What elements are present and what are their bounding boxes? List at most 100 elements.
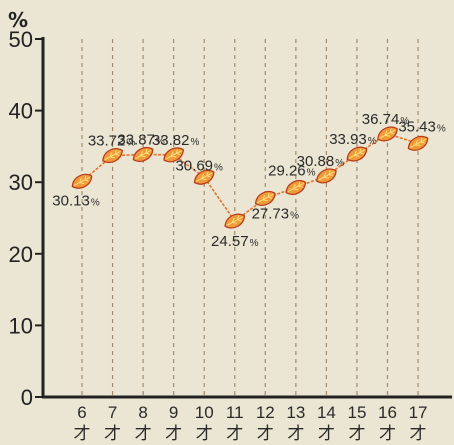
data-label: 33.87% (117, 131, 165, 148)
data-labels: 30.13%33.72%33.87%33.82%30.69%24.57%27.7… (52, 111, 446, 250)
x-tick-number: 10 (195, 403, 214, 422)
leaf-marker-vein (104, 149, 121, 161)
x-tick-label: 15 才 (347, 403, 366, 443)
x-tick-label: 14 才 (317, 403, 336, 443)
data-point (102, 148, 123, 164)
leaf-marker-vein (348, 148, 366, 159)
data-label-value: 33.82 (152, 132, 190, 149)
y-tick-label: 50 (9, 27, 33, 52)
x-tick-label: 13 才 (286, 403, 305, 443)
y-tick-label: 0 (21, 385, 33, 410)
x-tick-number: 17 (409, 403, 428, 422)
data-label-value: 24.57 (211, 233, 249, 250)
y-tick-label: 30 (9, 170, 33, 195)
x-tick-label: 16 才 (378, 403, 397, 443)
leaf-marker-vein (379, 128, 396, 139)
leaf-marker-vein (73, 175, 91, 186)
data-label-unit: % (368, 136, 377, 147)
y-tick-label: 10 (9, 313, 33, 338)
data-label-unit: % (190, 137, 199, 148)
data-label-value: 30.69 (175, 157, 213, 174)
data-label-unit: % (290, 210, 299, 221)
leaf-marker-vein (196, 171, 213, 182)
data-point (377, 126, 398, 142)
x-tick-unit: 才 (287, 424, 304, 443)
leaf-marker-vein (165, 149, 182, 160)
x-tick-number: 14 (317, 403, 336, 422)
data-label-unit: % (335, 158, 344, 169)
x-tick-unit: 才 (165, 424, 182, 443)
y-tick-label: 20 (9, 242, 33, 267)
data-label-value: 33.87 (117, 131, 155, 148)
x-tick-number: 7 (108, 403, 117, 422)
x-tick-label: 11 才 (226, 403, 244, 443)
data-point (316, 168, 337, 184)
x-tick-labels: 6 才7 才8 才9 才10 才11 才12 才13 才14 才15 才16 才17 才 (74, 403, 428, 443)
x-tick-unit: 才 (257, 424, 274, 443)
data-label-unit: % (156, 136, 165, 147)
data-label: 30.69% (175, 157, 223, 174)
data-label: 35.43% (398, 118, 446, 135)
y-axis-unit-label: % (8, 8, 28, 32)
data-label: 33.72% (88, 133, 136, 150)
data-label: 33.82% (152, 132, 200, 149)
data-label-unit: % (250, 238, 259, 249)
x-tick-number: 13 (286, 403, 305, 422)
x-tick-number: 6 (77, 403, 86, 422)
x-tick-number: 15 (347, 403, 366, 422)
x-tick-unit: 才 (196, 424, 213, 443)
x-tick-unit: 才 (348, 424, 365, 443)
data-point (224, 213, 246, 229)
data-label-value: 30.13 (52, 192, 90, 209)
x-tick-number: 16 (378, 403, 397, 422)
data-label: 30.13% (52, 192, 100, 209)
data-label-value: 36.74 (362, 111, 400, 128)
axis-layer: % (8, 8, 452, 399)
data-point (285, 180, 307, 195)
data-label: 29.26% (268, 162, 316, 179)
y-tick-label: 40 (9, 99, 33, 124)
data-label-unit: % (307, 167, 316, 178)
leaf-marker-vein (409, 137, 427, 148)
x-tick-unit: 才 (104, 424, 121, 443)
data-label: 36.74% (362, 111, 410, 128)
data-label-unit: % (91, 197, 100, 208)
data-point (346, 146, 368, 162)
x-tick-label: 12 才 (256, 403, 275, 443)
x-tick-number: 11 (226, 403, 244, 422)
x-tick-unit: 才 (226, 424, 243, 443)
data-point (407, 135, 429, 151)
data-label-unit: % (400, 116, 409, 127)
x-tick-label: 10 才 (195, 403, 214, 443)
data-label-value: 30.88 (297, 153, 335, 170)
data-label-value: 29.26 (268, 162, 306, 179)
leaf-marker-vein (318, 170, 335, 181)
data-label-value: 27.73 (252, 205, 290, 222)
data-label-value: 33.72 (88, 133, 126, 150)
data-label-unit: % (437, 123, 446, 134)
data-label-unit: % (126, 138, 135, 149)
y-tick-labels: 0 10 20 30 40 50 (9, 27, 43, 410)
x-tick-label: 17 才 (409, 403, 428, 443)
x-tick-unit: 才 (135, 424, 152, 443)
data-point (193, 169, 215, 185)
data-point-markers (71, 126, 429, 229)
data-point (71, 173, 93, 189)
data-point (254, 190, 276, 206)
data-point (163, 147, 184, 163)
grid-layer (81, 39, 419, 396)
leaf-marker-vein (257, 192, 274, 204)
x-tick-number: 8 (138, 403, 147, 422)
x-tick-unit: 才 (379, 424, 396, 443)
leaf-marker-vein (134, 148, 152, 160)
data-label: 33.93% (329, 131, 377, 148)
data-label: 27.73% (252, 205, 300, 222)
data-label-unit: % (214, 162, 223, 173)
data-label: 24.57% (211, 233, 259, 250)
data-label-value: 35.43 (398, 118, 436, 135)
